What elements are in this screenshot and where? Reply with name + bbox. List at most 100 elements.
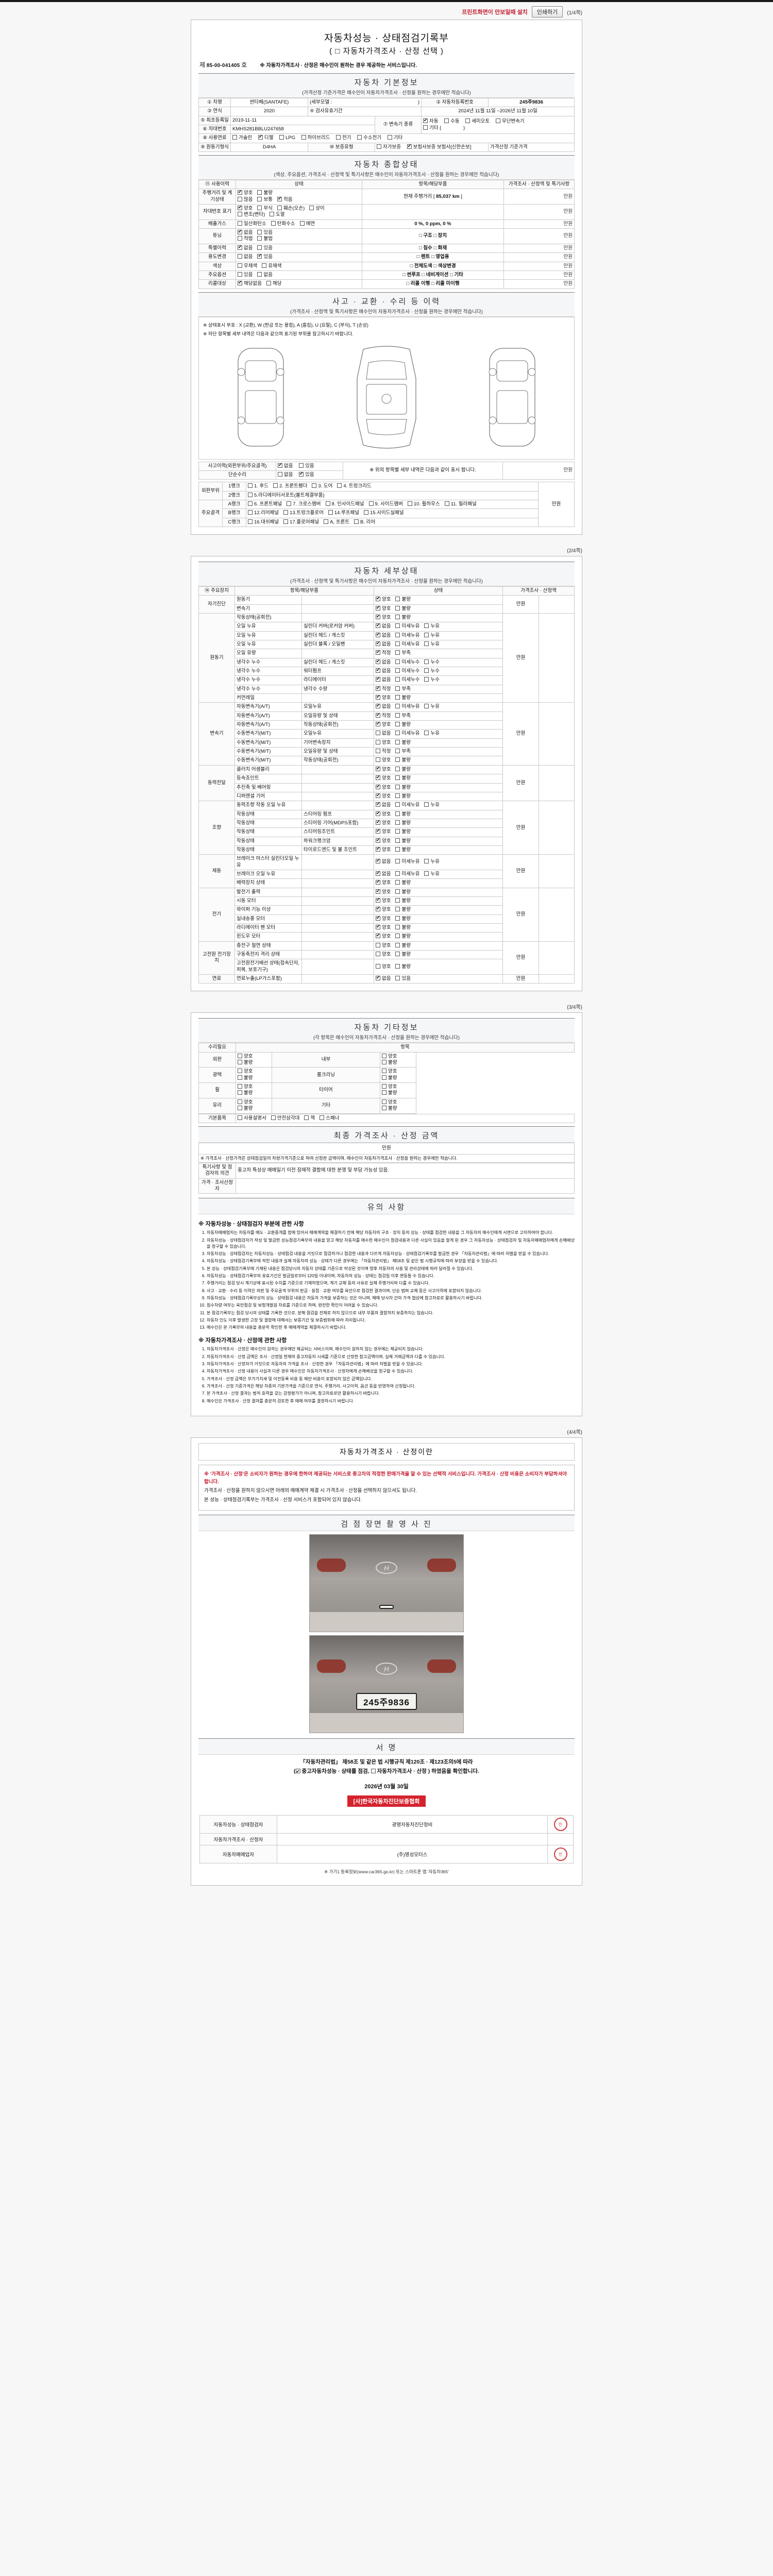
detail-2-5-opt-1[interactable]: 부족 bbox=[395, 749, 411, 755]
detail-2-1-opt-1[interactable]: 부족 bbox=[395, 713, 411, 719]
frame-rankC-item-3[interactable]: B. 리어 bbox=[354, 519, 375, 526]
etc-a-0-opt-1[interactable]: 불량 bbox=[238, 1060, 253, 1066]
fuel-opt-hybrid[interactable]: 하이브리드 bbox=[301, 135, 330, 141]
fuel-opt-electric[interactable]: 전기 bbox=[336, 135, 351, 141]
etc-b-0-opt-0[interactable]: 양호 bbox=[382, 1053, 397, 1060]
etc-a-3-opt-0[interactable]: 양호 bbox=[238, 1099, 253, 1106]
detail-3-0-opt-0[interactable]: 양호 bbox=[376, 766, 391, 773]
overall-6-a-opt-0[interactable]: 무채색 bbox=[238, 263, 257, 269]
sig-check-inspect[interactable] bbox=[295, 1768, 300, 1775]
detail-6-5-opt-1[interactable]: 불량 bbox=[395, 934, 411, 940]
overall-2-a-opt-0[interactable]: 일산화탄소 bbox=[238, 221, 266, 227]
etc-b-3-opt-0[interactable]: 양호 bbox=[382, 1099, 397, 1106]
frame-rankB-item-3[interactable]: 15.사이드실패널 bbox=[364, 510, 404, 516]
basic-item-3[interactable]: 스패너 bbox=[320, 1115, 339, 1122]
detail-4-1-opt-0[interactable]: 양호 bbox=[376, 810, 391, 818]
overall-7-a-opt-1[interactable]: 없음 bbox=[257, 272, 273, 278]
detail-2-5-opt-0[interactable]: 적정 bbox=[376, 749, 391, 755]
detail-1-9-opt-0[interactable]: 양호 bbox=[376, 694, 391, 701]
fuel-opt-lpg[interactable]: LPG bbox=[279, 135, 295, 141]
etc-b-2-opt-1[interactable]: 불량 bbox=[382, 1090, 397, 1096]
detail-6-1-opt-0[interactable]: 양호 bbox=[376, 897, 391, 904]
warranty-opt-self[interactable]: 자가보증 bbox=[377, 144, 401, 150]
detail-1-5-opt-2[interactable]: 누수 bbox=[424, 659, 440, 666]
overall-8-a-opt-1[interactable]: 해당 bbox=[266, 281, 281, 287]
etc-a-0-opt-0[interactable]: 양호 bbox=[238, 1053, 253, 1060]
detail-5-2-opt-1[interactable]: 불량 bbox=[395, 880, 411, 886]
detail-6-2-opt-0[interactable]: 양호 bbox=[376, 906, 391, 913]
frame-rankA-item-2[interactable]: 8. 인사이드패널 bbox=[325, 501, 364, 507]
detail-6-4-opt-0[interactable]: 양호 bbox=[376, 924, 391, 931]
etc-a-2-opt-0[interactable]: 양호 bbox=[238, 1084, 253, 1090]
detail-5-1-opt-2[interactable]: 누유 bbox=[424, 871, 440, 877]
etc-b-1-opt-0[interactable]: 양호 bbox=[382, 1069, 397, 1075]
detail-5-0-opt-2[interactable]: 누유 bbox=[424, 859, 440, 865]
panel-rank1-item-2[interactable]: 3. 도어 bbox=[312, 483, 332, 489]
trans-opt-other[interactable]: 기타 ( ) bbox=[423, 125, 465, 131]
detail-4-5-opt-1[interactable]: 불량 bbox=[395, 846, 411, 853]
overall-1-a-opt-0[interactable]: 양호 bbox=[238, 205, 253, 212]
trans-opt-auto[interactable]: 자동 bbox=[423, 117, 439, 125]
detail-2-0-opt-2[interactable]: 누유 bbox=[424, 704, 440, 710]
frame-rankC-item-2[interactable]: A, 프론트 bbox=[324, 519, 349, 526]
detail-4-1-opt-1[interactable]: 불량 bbox=[395, 811, 411, 818]
detail-4-5-opt-0[interactable]: 양호 bbox=[376, 846, 391, 853]
detail-4-3-opt-0[interactable]: 양호 bbox=[376, 828, 391, 835]
detail-1-3-opt-2[interactable]: 누유 bbox=[424, 641, 440, 648]
detail-2-6-opt-0[interactable]: 양호 bbox=[376, 757, 391, 764]
detail-1-8-opt-0[interactable]: 적정 bbox=[376, 685, 391, 692]
detail-1-0-opt-1[interactable]: 불량 bbox=[395, 614, 411, 621]
panel-rank1-item-3[interactable]: 4. 트렁크리드 bbox=[337, 483, 372, 489]
detail-1-1-opt-1[interactable]: 미세누유 bbox=[395, 623, 419, 630]
detail-2-0-opt-1[interactable]: 미세누유 bbox=[395, 704, 419, 710]
detail-2-3-opt-0[interactable]: 없음 bbox=[376, 731, 391, 737]
detail-7-2-opt-1[interactable]: 불량 bbox=[395, 963, 411, 970]
detail-4-2-opt-0[interactable]: 양호 bbox=[376, 819, 391, 826]
panel-rank1-item-1[interactable]: 2. 프론트휀더 bbox=[273, 483, 307, 489]
detail-4-0-opt-1[interactable]: 미세누유 bbox=[395, 802, 419, 808]
detail-2-2-opt-1[interactable]: 불량 bbox=[395, 722, 411, 728]
etc-a-3-opt-1[interactable]: 불량 bbox=[238, 1106, 253, 1112]
detail-2-2-opt-0[interactable]: 양호 bbox=[376, 721, 391, 728]
overall-2-a-opt-1[interactable]: 탄화수소 bbox=[271, 221, 295, 227]
print-button[interactable]: 인쇄하기 bbox=[531, 6, 563, 18]
overall-8-a-opt-0[interactable]: 해당없음 bbox=[238, 280, 262, 287]
detail-2-1-opt-0[interactable]: 적정 bbox=[376, 712, 391, 719]
detail-1-7-opt-2[interactable]: 누수 bbox=[424, 677, 440, 683]
detail-1-2-opt-0[interactable]: 없음 bbox=[376, 632, 391, 639]
detail-1-1-opt-2[interactable]: 누유 bbox=[424, 623, 440, 630]
detail-1-5-opt-0[interactable]: 없음 bbox=[376, 658, 391, 666]
detail-0-0-opt-1[interactable]: 불량 bbox=[395, 597, 411, 603]
frame-rankA-item-5[interactable]: 11. 필러패널 bbox=[444, 501, 477, 507]
trans-opt-semiauto[interactable]: 세미오토 bbox=[465, 118, 490, 125]
detail-1-4-opt-0[interactable]: 적정 bbox=[376, 649, 391, 656]
frame-rankC-item-1[interactable]: 17.플로어패널 bbox=[283, 519, 319, 526]
detail-3-1-opt-0[interactable]: 양호 bbox=[376, 774, 391, 782]
detail-4-0-opt-2[interactable]: 누유 bbox=[424, 802, 440, 808]
etc-b-2-opt-0[interactable]: 양호 bbox=[382, 1084, 397, 1090]
basic-item-2[interactable]: 잭 bbox=[304, 1115, 315, 1122]
detail-1-7-opt-1[interactable]: 미세누수 bbox=[395, 677, 419, 683]
detail-2-4-opt-1[interactable]: 불량 bbox=[395, 739, 411, 746]
detail-2-3-opt-1[interactable]: 미세누유 bbox=[395, 731, 419, 737]
etc-a-1-opt-1[interactable]: 불량 bbox=[238, 1075, 253, 1081]
detail-2-3-opt-2[interactable]: 누유 bbox=[424, 731, 440, 737]
detail-1-2-opt-2[interactable]: 누유 bbox=[424, 632, 440, 639]
detail-4-4-opt-0[interactable]: 양호 bbox=[376, 837, 391, 844]
detail-4-3-opt-1[interactable]: 불량 bbox=[395, 829, 411, 835]
fuel-opt-hydrogen[interactable]: 수소전기 bbox=[357, 135, 381, 141]
detail-3-2-opt-0[interactable]: 양호 bbox=[376, 784, 391, 791]
detail-6-5-opt-0[interactable]: 양호 bbox=[376, 933, 391, 940]
detail-2-4-opt-0[interactable]: 양호 bbox=[376, 739, 391, 746]
overall-5-a-opt-0[interactable]: 없음 bbox=[238, 254, 253, 260]
fuel-opt-gasoline[interactable]: 가솔린 bbox=[232, 135, 252, 141]
detail-5-2-opt-0[interactable]: 양호 bbox=[376, 879, 391, 886]
detail-3-3-opt-0[interactable]: 양호 bbox=[376, 792, 391, 800]
detail-6-0-opt-0[interactable]: 양호 bbox=[376, 888, 391, 895]
overall-3-b-opt-1[interactable]: 불법 bbox=[257, 236, 273, 242]
overall-1-a-opt-4[interactable]: 변조(변타) bbox=[238, 212, 265, 218]
overall-5-a-opt-1[interactable]: 있음 bbox=[257, 253, 273, 260]
detail-5-1-opt-1[interactable]: 미세누유 bbox=[395, 871, 419, 877]
frame-rankA-item-1[interactable]: 7. 크로스맴버 bbox=[287, 501, 321, 507]
detail-4-4-opt-1[interactable]: 불량 bbox=[395, 838, 411, 844]
